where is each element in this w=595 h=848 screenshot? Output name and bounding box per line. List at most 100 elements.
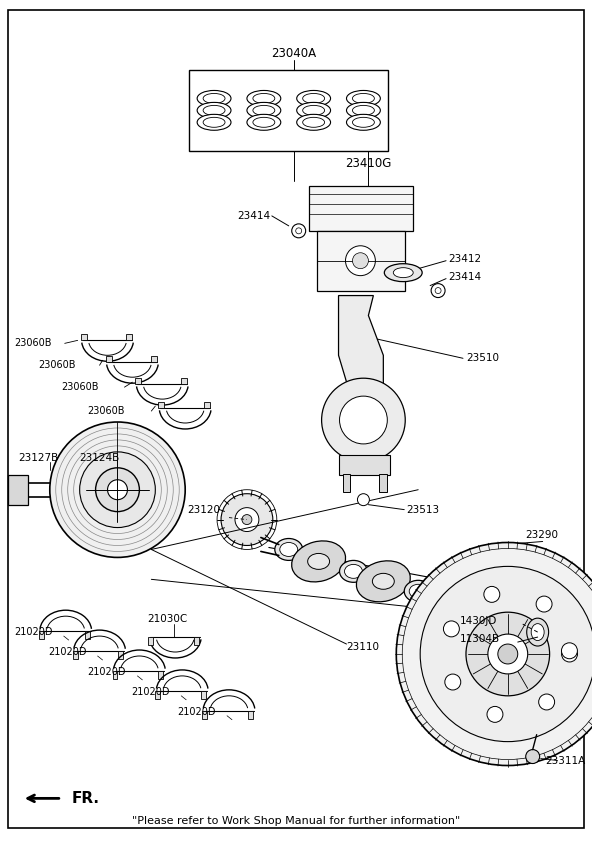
Circle shape	[538, 694, 555, 710]
Text: 23060B: 23060B	[14, 338, 51, 349]
Polygon shape	[339, 296, 383, 405]
Text: 23110: 23110	[346, 642, 380, 652]
Circle shape	[484, 587, 500, 602]
Ellipse shape	[340, 561, 367, 583]
Bar	[181, 378, 187, 384]
Text: "Please refer to Work Shop Manual for further information": "Please refer to Work Shop Manual for fu…	[131, 817, 460, 826]
Ellipse shape	[404, 580, 432, 602]
Ellipse shape	[527, 618, 549, 646]
Ellipse shape	[531, 623, 544, 640]
Text: 23040A: 23040A	[271, 47, 317, 60]
Ellipse shape	[409, 584, 427, 598]
Circle shape	[242, 515, 252, 525]
Circle shape	[420, 566, 595, 742]
Circle shape	[108, 480, 127, 499]
Text: 23510: 23510	[466, 354, 499, 363]
Ellipse shape	[253, 93, 275, 103]
Bar	[158, 402, 164, 408]
Ellipse shape	[197, 114, 231, 131]
Circle shape	[221, 494, 273, 545]
Circle shape	[562, 643, 577, 659]
Circle shape	[340, 396, 387, 444]
Text: 23414: 23414	[237, 211, 271, 220]
Circle shape	[352, 253, 368, 269]
Circle shape	[562, 646, 578, 662]
Bar	[81, 334, 87, 340]
Bar	[8, 475, 28, 505]
Circle shape	[322, 378, 405, 462]
Ellipse shape	[421, 578, 475, 620]
Bar	[339, 455, 390, 475]
Bar	[248, 711, 253, 719]
Ellipse shape	[303, 105, 325, 115]
Circle shape	[443, 621, 459, 637]
Ellipse shape	[437, 591, 459, 607]
Text: 21020D: 21020D	[131, 687, 170, 697]
Ellipse shape	[253, 105, 275, 115]
Circle shape	[466, 612, 550, 696]
Ellipse shape	[203, 105, 225, 115]
Text: 23060B: 23060B	[87, 406, 125, 416]
Circle shape	[396, 543, 595, 766]
Bar	[148, 637, 154, 645]
Ellipse shape	[203, 93, 225, 103]
Circle shape	[235, 508, 259, 532]
Circle shape	[488, 634, 528, 674]
Circle shape	[296, 228, 302, 234]
Circle shape	[50, 422, 185, 557]
Bar	[202, 711, 207, 719]
Ellipse shape	[303, 93, 325, 103]
Text: 21020D: 21020D	[87, 667, 126, 677]
Bar	[127, 334, 133, 340]
Ellipse shape	[352, 117, 374, 127]
Ellipse shape	[346, 114, 380, 131]
Bar	[105, 356, 111, 362]
Text: 1430JD: 1430JD	[460, 616, 497, 626]
Circle shape	[536, 596, 552, 612]
Ellipse shape	[203, 117, 225, 127]
Text: 23410G: 23410G	[345, 157, 392, 170]
Ellipse shape	[469, 598, 497, 620]
Ellipse shape	[197, 91, 231, 106]
Bar	[112, 671, 117, 679]
Ellipse shape	[393, 268, 413, 277]
Bar	[204, 402, 210, 408]
Bar	[73, 651, 78, 659]
Bar	[317, 231, 405, 291]
Circle shape	[526, 750, 540, 763]
Ellipse shape	[346, 91, 380, 106]
Bar	[39, 631, 44, 639]
Bar	[158, 671, 163, 679]
Ellipse shape	[352, 93, 374, 103]
Ellipse shape	[308, 554, 330, 569]
Text: 21020D: 21020D	[48, 647, 86, 657]
Text: 23060B: 23060B	[62, 382, 99, 392]
Ellipse shape	[522, 608, 544, 626]
Bar	[380, 474, 387, 492]
Bar	[136, 378, 142, 384]
Ellipse shape	[247, 91, 281, 106]
Bar	[151, 356, 157, 362]
Text: 23414: 23414	[448, 271, 481, 282]
Bar	[155, 691, 160, 699]
Circle shape	[445, 674, 461, 690]
Ellipse shape	[275, 538, 303, 561]
Circle shape	[346, 246, 375, 276]
Ellipse shape	[372, 573, 394, 589]
Text: 21020D: 21020D	[14, 628, 52, 637]
Text: 23290: 23290	[526, 529, 559, 539]
Circle shape	[96, 468, 139, 511]
Circle shape	[498, 644, 518, 664]
Text: 23513: 23513	[406, 505, 439, 515]
Ellipse shape	[247, 114, 281, 131]
Text: 23412: 23412	[448, 254, 481, 264]
Ellipse shape	[474, 602, 492, 616]
Circle shape	[358, 494, 369, 505]
Ellipse shape	[253, 117, 275, 127]
Ellipse shape	[352, 105, 374, 115]
Ellipse shape	[297, 114, 331, 131]
Text: 23124B: 23124B	[80, 453, 120, 463]
Circle shape	[80, 452, 155, 527]
Text: 23127B: 23127B	[18, 453, 58, 463]
Ellipse shape	[297, 91, 331, 106]
